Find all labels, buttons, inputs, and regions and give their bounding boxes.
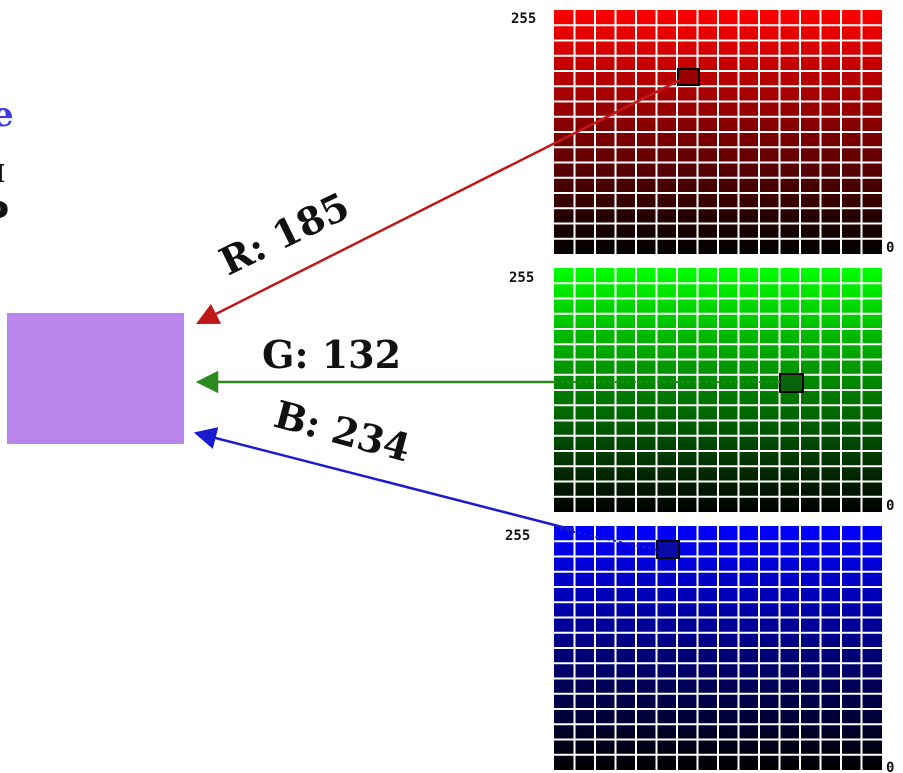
red-label: R: 185: [212, 183, 356, 284]
blue-scale-top: 255: [505, 528, 530, 544]
clipped-text-1: e: [0, 95, 14, 135]
red-scale-top: 255: [511, 11, 536, 27]
clipped-text-3: ?: [0, 198, 9, 238]
red-channel-grid: 255 0: [195, 10, 894, 325]
blue-scale-bottom: 0: [886, 760, 894, 773]
red-scale-bottom: 0: [886, 240, 894, 256]
result-color-swatch: [7, 313, 184, 444]
blue-arrow-dashed: [555, 527, 658, 551]
blue-selected-cell: [656, 540, 680, 559]
red-selected-cell: [677, 68, 700, 86]
blue-grid-lines: [554, 526, 882, 770]
green-label: G: 132: [262, 332, 401, 377]
green-scale-bottom: 0: [886, 498, 894, 514]
blue-channel-grid: 255 0: [193, 427, 894, 773]
blue-arrow: [193, 427, 575, 532]
green-scale-top: 255: [509, 270, 534, 286]
green-channel-grid: 255 0: [195, 268, 894, 514]
clipped-text-2: I: [0, 162, 5, 186]
green-selected-cell: [779, 373, 804, 393]
green-grid-lines: [554, 268, 882, 512]
red-grid-lines: [554, 10, 882, 254]
red-arrow: [195, 78, 681, 325]
